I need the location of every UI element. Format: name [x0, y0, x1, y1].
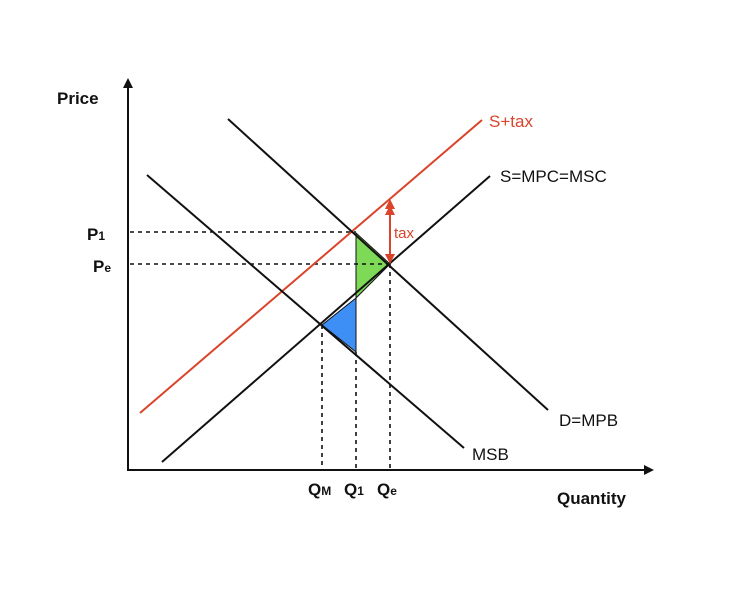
y-axis-label: Price — [57, 89, 99, 108]
q1-label: Q1 — [344, 480, 364, 499]
demand-label: D=MPB — [559, 411, 618, 430]
x-axis-label: Quantity — [557, 489, 626, 508]
demand-curve — [227, 118, 549, 411]
qe-label: Qe — [377, 480, 397, 499]
s-tax-label: S+tax — [489, 112, 533, 131]
msb-curve — [146, 174, 465, 449]
tax-arrow-head-bottom — [385, 254, 395, 264]
msb-label: MSB — [472, 445, 509, 464]
pe-label: Pe — [93, 257, 111, 276]
tax-arrow-head-top — [385, 199, 395, 209]
s-tax-curve — [139, 119, 483, 414]
supply-label: S=MPC=MSC — [500, 167, 607, 186]
blue-welfare-triangle — [321, 296, 357, 354]
qm-label: QM — [308, 480, 331, 499]
supply-curve — [161, 175, 491, 463]
p1-label: P1 — [87, 225, 105, 244]
green-welfare-triangle — [355, 231, 391, 300]
tax-label: tax — [394, 225, 415, 242]
